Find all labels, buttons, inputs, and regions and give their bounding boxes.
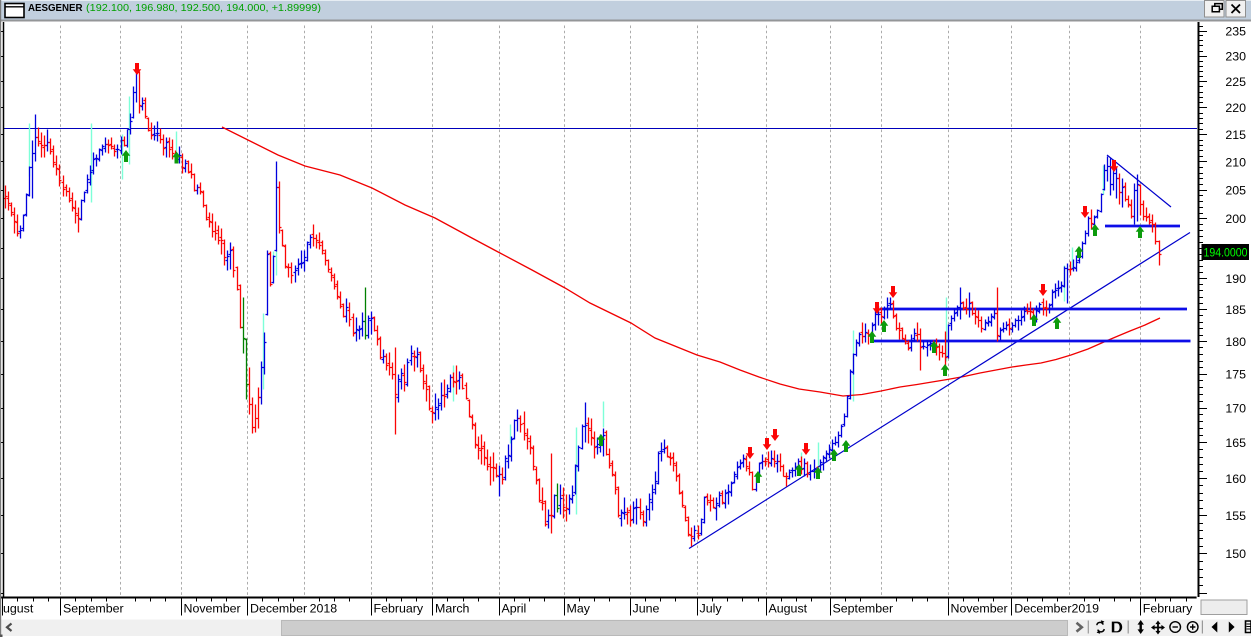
svg-text:ugust: ugust xyxy=(3,602,34,616)
svg-text:200: 200 xyxy=(1225,212,1246,226)
svg-text:July: July xyxy=(700,602,723,616)
svg-text:May: May xyxy=(567,602,591,616)
svg-text:165: 165 xyxy=(1225,436,1246,450)
svg-text:230: 230 xyxy=(1225,50,1246,64)
svg-text:December 2018: December 2018 xyxy=(250,602,337,616)
svg-text:March: March xyxy=(435,602,470,616)
svg-text:August: August xyxy=(769,602,808,616)
svg-text:160: 160 xyxy=(1225,472,1246,486)
svg-text:220: 220 xyxy=(1225,101,1246,115)
svg-text:November: November xyxy=(951,602,1008,616)
svg-text:September: September xyxy=(63,602,124,616)
svg-text:225: 225 xyxy=(1225,75,1246,89)
svg-text:185: 185 xyxy=(1225,303,1246,317)
svg-text:AESGENER: AESGENER xyxy=(28,3,83,14)
svg-text:150: 150 xyxy=(1225,547,1246,561)
svg-text:194.0000: 194.0000 xyxy=(1204,246,1248,260)
svg-text:215: 215 xyxy=(1225,128,1246,142)
svg-text:June: June xyxy=(633,602,660,616)
svg-text:September: September xyxy=(833,602,894,616)
svg-text:170: 170 xyxy=(1225,402,1246,416)
svg-text:205: 205 xyxy=(1225,184,1246,198)
svg-text:April: April xyxy=(502,602,527,616)
svg-text:235: 235 xyxy=(1225,24,1246,38)
svg-text:February: February xyxy=(374,602,424,616)
svg-text:(192.100, 196.980, 192.500, 19: (192.100, 196.980, 192.500, 194.000, +1.… xyxy=(86,3,321,14)
svg-text:175: 175 xyxy=(1225,368,1246,382)
svg-text:November: November xyxy=(184,602,241,616)
svg-text:December2019: December2019 xyxy=(1014,602,1099,616)
svg-text:210: 210 xyxy=(1225,155,1246,169)
svg-text:February: February xyxy=(1143,602,1193,616)
svg-text:155: 155 xyxy=(1225,509,1246,523)
svg-text:190: 190 xyxy=(1225,272,1246,286)
svg-text:180: 180 xyxy=(1225,335,1246,349)
